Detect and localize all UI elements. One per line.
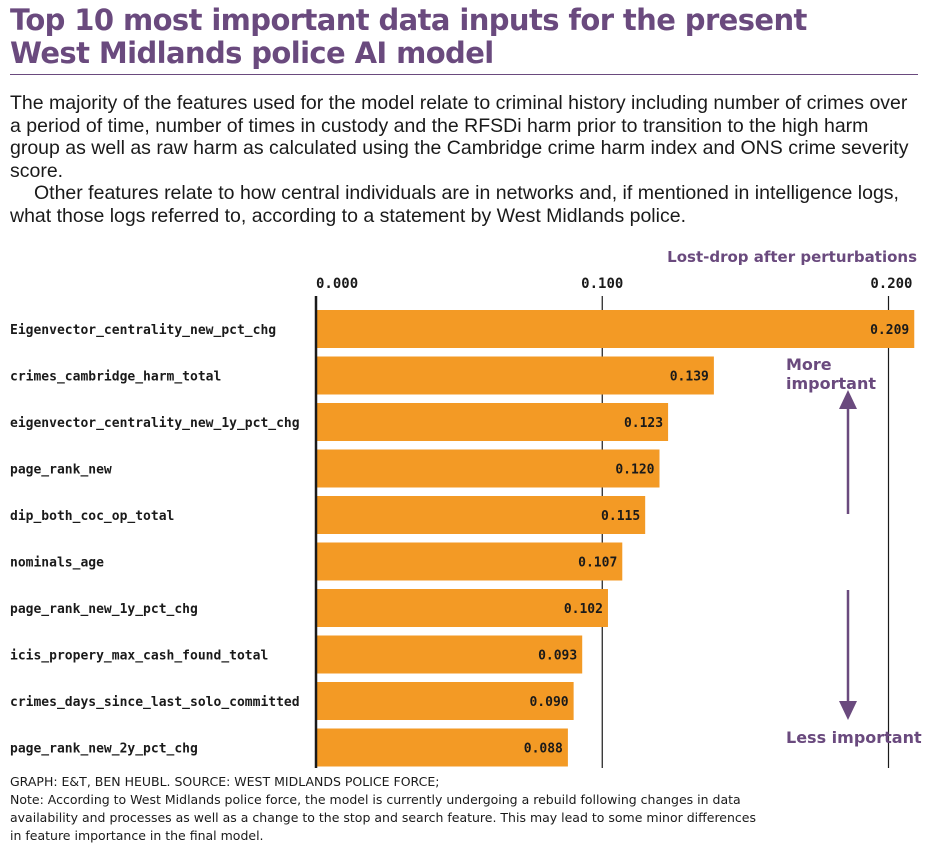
title-line-1: Top 10 most important data inputs for th… [10, 3, 807, 37]
bar-chart: 0.000 0.100 0.200 Eigenvector_centrality_ne… [0, 268, 927, 775]
x-tick-label: 0.100 [581, 276, 623, 292]
category-label: crimes_days_since_last_solo_committed [10, 695, 300, 710]
description-paragraph-2: Other features relate to how central ind… [10, 182, 899, 227]
data-label: 0.107 [578, 556, 617, 571]
bar [316, 356, 714, 395]
less-important-label: Less important [786, 728, 922, 747]
bar [316, 542, 623, 581]
chart-svg: 0.000 0.100 0.200 Eigenvector_centrality_ne… [10, 276, 915, 775]
bar [316, 589, 608, 627]
title-divider [10, 74, 918, 75]
category-label: crimes_cambridge_harm_total [10, 370, 221, 385]
category-label: page_rank_new_1y_pct_chg [10, 602, 198, 617]
data-label: 0.139 [670, 370, 709, 385]
x-axis-title: Lost-drop after perturbations [667, 248, 917, 266]
up-arrow-icon [839, 390, 857, 409]
category-label: page_rank_new_2y_pct_chg [10, 742, 198, 757]
description: The majority of the features used for th… [10, 92, 920, 227]
bar [316, 496, 646, 534]
data-label: 0.120 [615, 463, 654, 478]
category-label: Eigenvector_centrality_new_pct_chg [10, 323, 276, 338]
footnote: Note: According to West Midlands police … [10, 792, 756, 843]
down-arrow-icon [839, 701, 857, 720]
data-label: 0.088 [524, 742, 563, 757]
chart-title: Top 10 most important data inputs for th… [10, 4, 910, 70]
more-important-label: More important [786, 355, 876, 393]
category-label: page_rank_new [10, 463, 112, 478]
x-tick-label: 0.000 [316, 276, 358, 292]
x-tick-label: 0.200 [870, 276, 912, 292]
source-credit: GRAPH: E&T, BEN HEUBL. SOURCE: WEST MIDL… [10, 774, 440, 789]
bar [316, 449, 660, 488]
category-label: eigenvector_centrality_new_1y_pct_chg [10, 416, 300, 431]
bar [316, 310, 915, 348]
category-label: dip_both_coc_op_total [10, 509, 174, 524]
bar [316, 403, 669, 441]
bar [316, 635, 583, 674]
description-paragraph-1: The majority of the features used for th… [10, 92, 909, 182]
data-label: 0.090 [529, 695, 568, 710]
data-label: 0.115 [601, 509, 640, 524]
bar [316, 682, 574, 720]
data-label: 0.093 [538, 649, 577, 664]
data-label: 0.102 [564, 602, 603, 617]
data-label: 0.123 [624, 416, 663, 431]
category-label: nominals_age [10, 556, 104, 571]
data-label: 0.209 [870, 323, 909, 338]
category-label: icis_propery_max_cash_found_total [10, 649, 268, 664]
title-line-2: West Midlands police AI model [10, 36, 494, 70]
footer: GRAPH: E&T, BEN HEUBL. SOURCE: WEST MIDL… [10, 773, 770, 845]
bar [316, 728, 568, 767]
